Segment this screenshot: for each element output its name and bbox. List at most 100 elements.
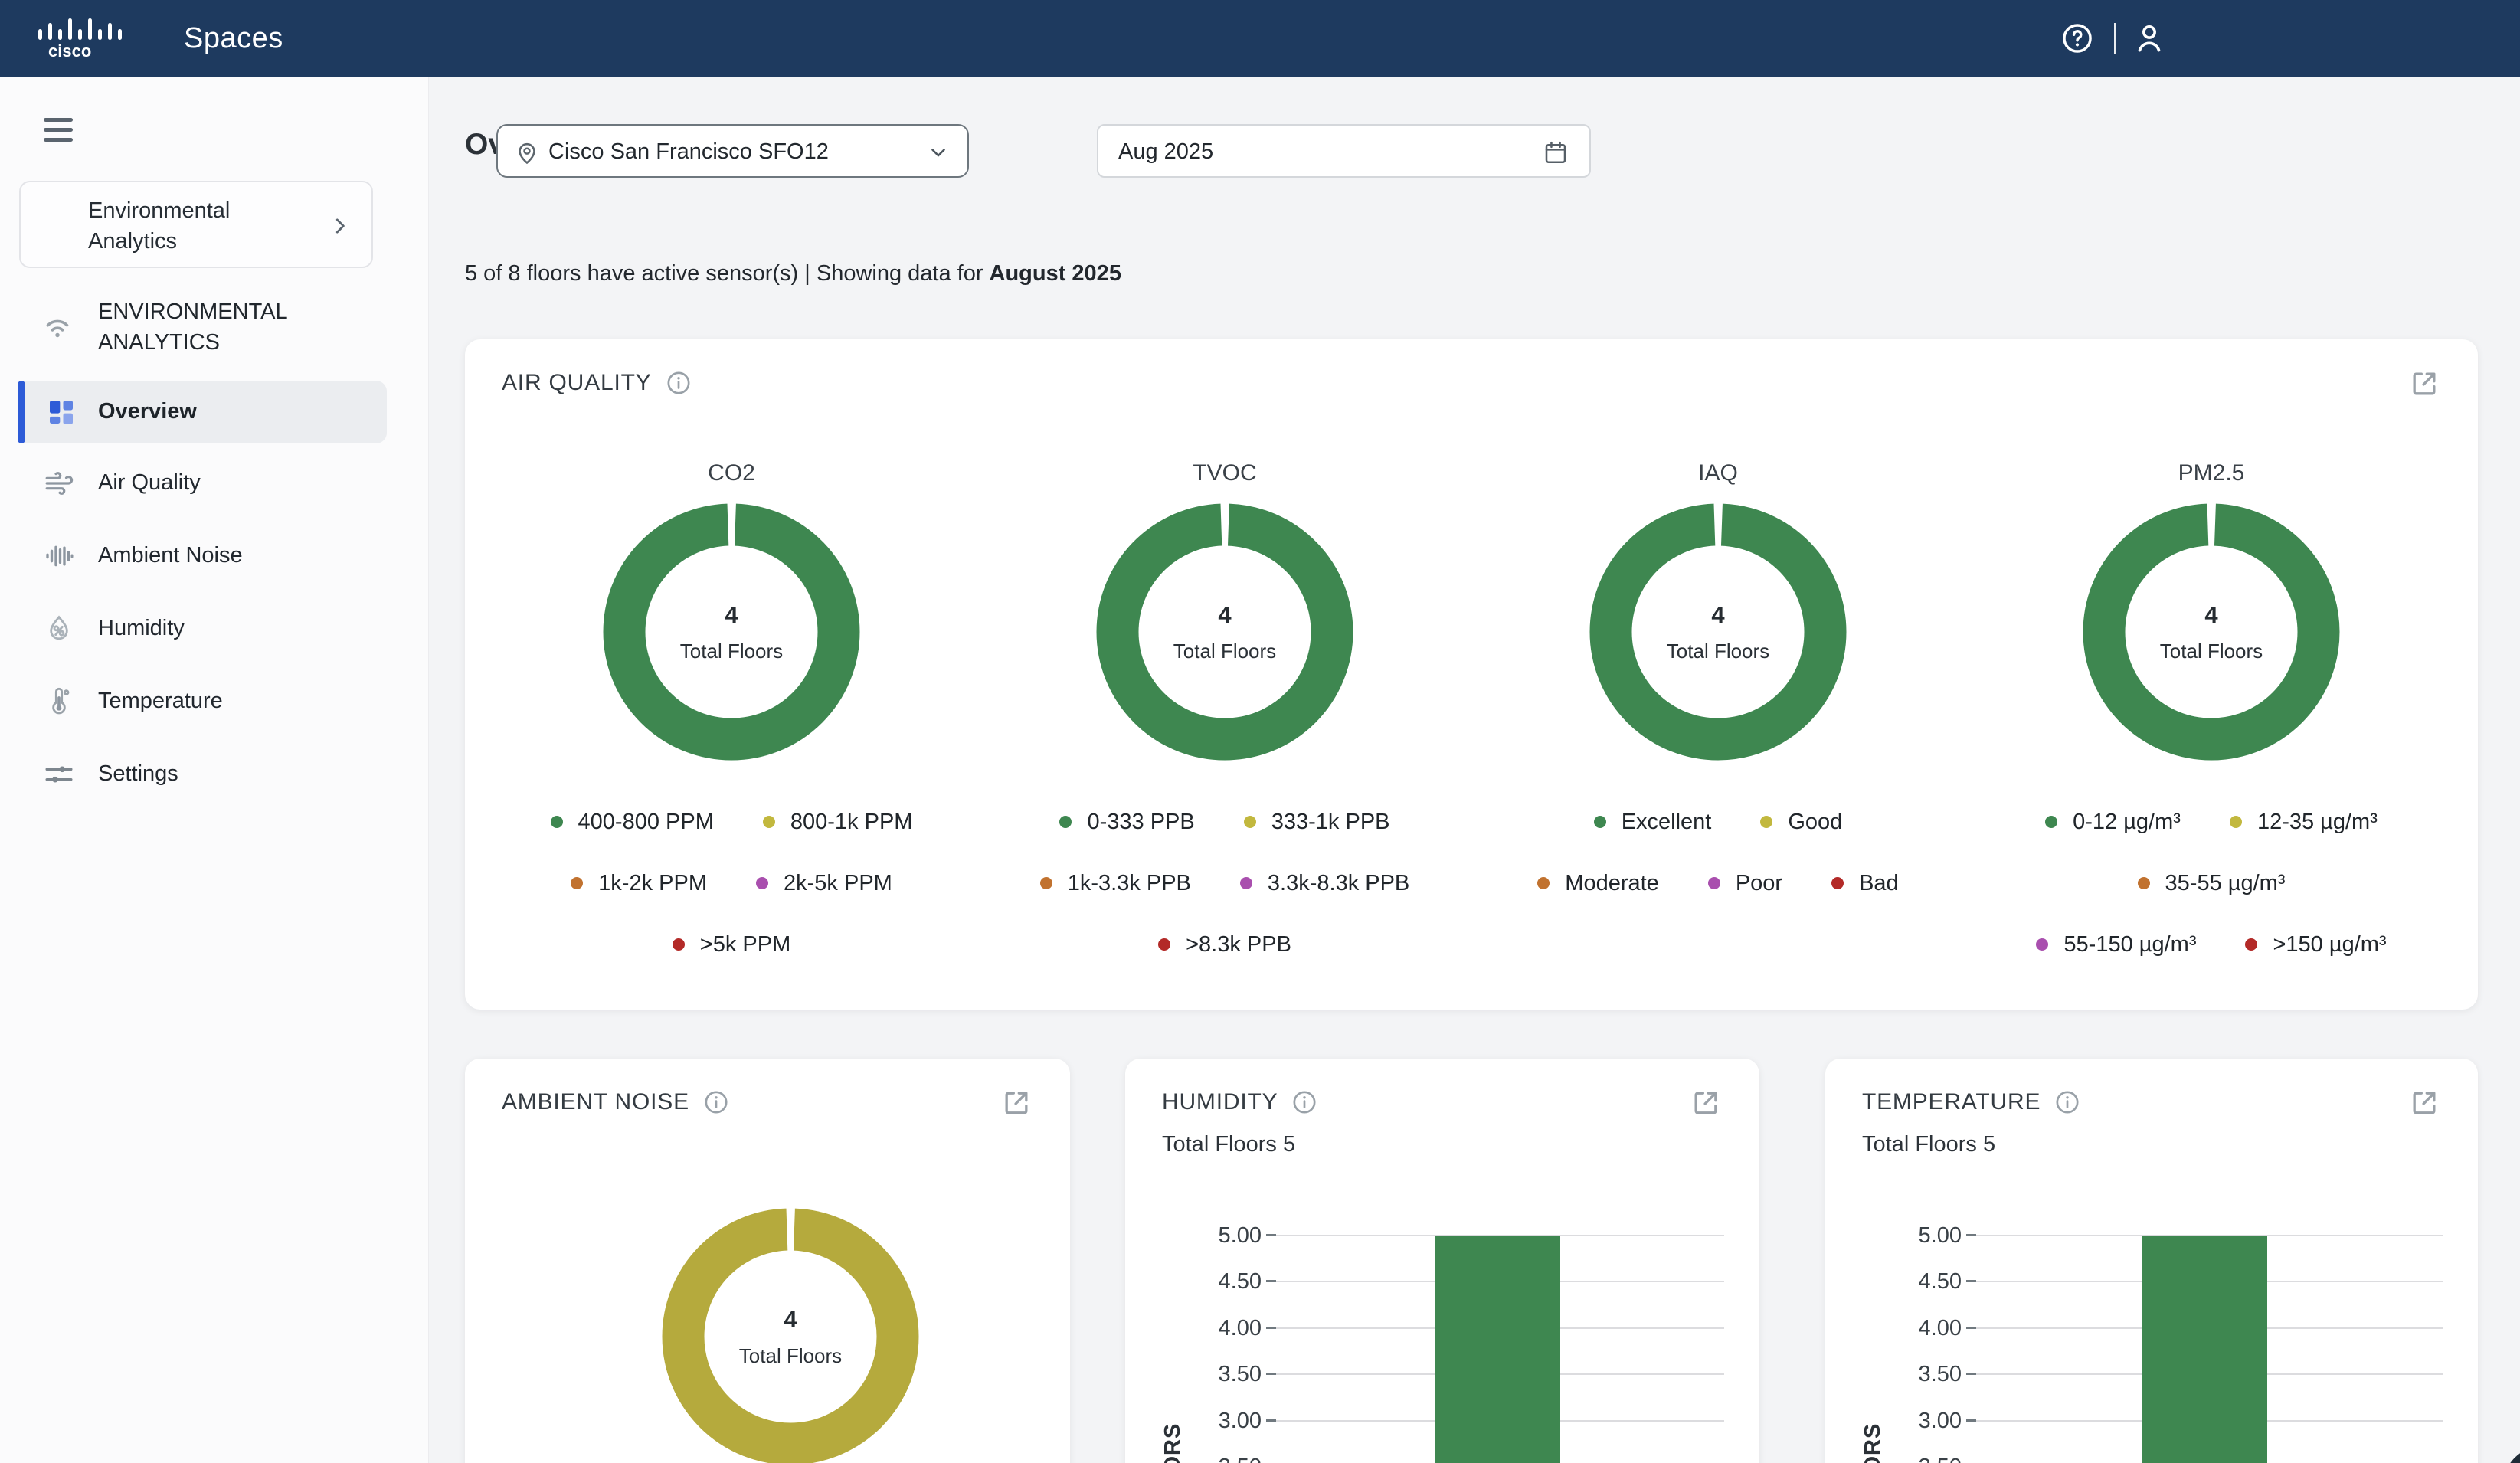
legend-item: Good — [1760, 810, 1842, 835]
legend-item: 1k-3.3k PPB — [1040, 871, 1191, 896]
donut-value: 4 — [725, 601, 738, 629]
legend-dot — [551, 816, 563, 828]
air-quality-card: AIR QUALITY CO2 4 — [465, 339, 2478, 1010]
y-tick: 4.50 — [1125, 1268, 1262, 1295]
workspace-selector[interactable]: Environmental Analytics — [19, 181, 373, 268]
legend-dot — [1040, 877, 1052, 889]
sidebar-item-air-quality[interactable]: Air Quality — [0, 447, 429, 519]
donut-label: Total Floors — [2160, 640, 2263, 663]
legend-dot — [1831, 877, 1844, 889]
y-tick: 5.00 — [1825, 1222, 1962, 1249]
y-tick: 2.50 — [1125, 1453, 1262, 1463]
legend-dot — [1594, 816, 1606, 828]
equalizer-icon — [44, 541, 74, 571]
pm25-legend: 0-12 µg/m³ 12-35 µg/m³ 35-55 µg/m³ 55-15… — [1965, 805, 2458, 961]
y-tick: 2.50 — [1825, 1453, 1962, 1463]
menu-icon[interactable] — [44, 118, 73, 142]
legend-dot — [763, 816, 775, 828]
sidebar-item-overview[interactable]: Overview — [18, 381, 387, 443]
date-picker[interactable]: Aug 2025 — [1097, 124, 1591, 178]
donut-label: Total Floors — [739, 1344, 842, 1368]
y-tick: 3.00 — [1125, 1407, 1262, 1435]
wind-icon — [44, 468, 74, 499]
legend-item: Bad — [1831, 871, 1899, 896]
sidebar-item-settings[interactable]: Settings — [0, 738, 429, 810]
legend-item: >5k PPM — [673, 932, 790, 957]
tvoc-chart: TVOC 4 Total Floors 0-333 PPB 333-1k PPB — [978, 460, 1471, 961]
dashboard-grid-icon — [46, 397, 77, 427]
legend-dot — [1158, 938, 1170, 951]
temperature-card: TEMPERATURE Total Floors 5 5.00 4.50 4.0… — [1825, 1059, 2478, 1463]
y-tick: 4.50 — [1825, 1268, 1962, 1295]
info-icon[interactable] — [703, 1089, 729, 1115]
legend-dot — [2045, 816, 2057, 828]
expand-icon[interactable] — [2407, 1086, 2441, 1120]
legend-item: 35-55 µg/m³ — [2138, 871, 2286, 896]
legend-dot — [1059, 816, 1072, 828]
sidebar-item-label: Settings — [98, 761, 178, 787]
y-tick: 3.50 — [1825, 1360, 1962, 1388]
sliders-icon — [44, 759, 74, 790]
legend-item: 0-333 PPB — [1059, 810, 1194, 835]
expand-icon[interactable] — [1000, 1086, 1033, 1120]
humidity-droplet-icon — [44, 614, 74, 644]
card-title: TEMPERATURE — [1862, 1089, 2041, 1115]
sidebar-item-label: Humidity — [98, 616, 185, 641]
co2-donut: 4 Total Floors — [601, 502, 862, 762]
info-icon[interactable] — [1291, 1089, 1317, 1115]
expand-icon[interactable] — [1689, 1086, 1723, 1120]
sidebar-item-label: Overview — [98, 399, 197, 424]
tvoc-donut: 4 Total Floors — [1095, 502, 1355, 762]
legend-item: 400-800 PPM — [551, 810, 714, 835]
donut-value: 4 — [2204, 601, 2217, 629]
user-icon[interactable] — [2132, 21, 2166, 55]
legend-item: 55-150 µg/m³ — [2036, 932, 2196, 957]
info-icon[interactable] — [666, 370, 692, 396]
iaq-legend: Excellent Good Moderate Poor Bad — [1471, 805, 1965, 900]
humidity-bar — [1435, 1236, 1560, 1463]
legend-dot — [1240, 877, 1252, 889]
sidebar-section-title: ENVIRONMENTAL ANALYTICS — [98, 296, 320, 358]
sidebar-item-ambient-noise[interactable]: Ambient Noise — [0, 519, 429, 592]
card-title: AIR QUALITY — [502, 370, 652, 396]
status-line: 5 of 8 floors have active sensor(s) | Sh… — [465, 261, 1121, 286]
donut-label: Total Floors — [1173, 640, 1276, 663]
legend-item: 0-12 µg/m³ — [2045, 810, 2181, 835]
ambient-noise-donut: 4 Total Floors — [660, 1206, 921, 1463]
wifi-icon — [41, 309, 74, 342]
workspace-label: Environmental Analytics — [88, 195, 295, 257]
help-circle-icon[interactable] — [2060, 21, 2094, 55]
co2-legend: 400-800 PPM 800-1k PPM 1k-2k PPM 2k-5k P… — [485, 805, 978, 961]
location-selector[interactable]: Cisco San Francisco SFO12 — [496, 124, 969, 178]
active-indicator — [18, 381, 25, 443]
svg-text:cisco: cisco — [48, 41, 91, 60]
legend-dot — [2245, 938, 2257, 951]
y-tick: 3.50 — [1125, 1360, 1262, 1388]
legend-item: 1k-2k PPM — [571, 871, 707, 896]
ambient-noise-card: AMBIENT NOISE 4 Total Floors — [465, 1059, 1070, 1463]
legend-item: 12-35 µg/m³ — [2230, 810, 2378, 835]
legend-item: >150 µg/m³ — [2245, 932, 2386, 957]
sidebar-item-humidity[interactable]: Humidity — [0, 592, 429, 665]
pm25-donut: 4 Total Floors — [2081, 502, 2342, 762]
chart-title: PM2.5 — [2178, 460, 2245, 488]
iaq-donut: 4 Total Floors — [1588, 502, 1848, 762]
legend-dot — [571, 877, 583, 889]
y-axis-label: TOTAL FLOORS — [1160, 1423, 1186, 1463]
app-header: cisco Spaces — [0, 0, 2520, 77]
legend-dot — [756, 877, 768, 889]
feedback-fab[interactable] — [2502, 1445, 2520, 1463]
info-icon[interactable] — [2054, 1089, 2080, 1115]
card-title: HUMIDITY — [1162, 1089, 1278, 1115]
legend-item: Excellent — [1594, 810, 1712, 835]
app-title: Spaces — [184, 0, 283, 77]
y-axis-label: TOTAL FLOORS — [1861, 1423, 1886, 1463]
legend-item: 2k-5k PPM — [756, 871, 892, 896]
sidebar: Environmental Analytics ENVIRONMENTAL AN… — [0, 77, 429, 1463]
legend-item: 3.3k-8.3k PPB — [1240, 871, 1409, 896]
sidebar-item-temperature[interactable]: Temperature — [0, 665, 429, 738]
status-text: 5 of 8 floors have active sensor(s) | Sh… — [465, 261, 983, 286]
humidity-card: HUMIDITY Total Floors 5 5.00 4.50 4.00 3… — [1125, 1059, 1759, 1463]
expand-icon[interactable] — [2407, 367, 2441, 401]
calendar-icon — [1542, 139, 1569, 166]
